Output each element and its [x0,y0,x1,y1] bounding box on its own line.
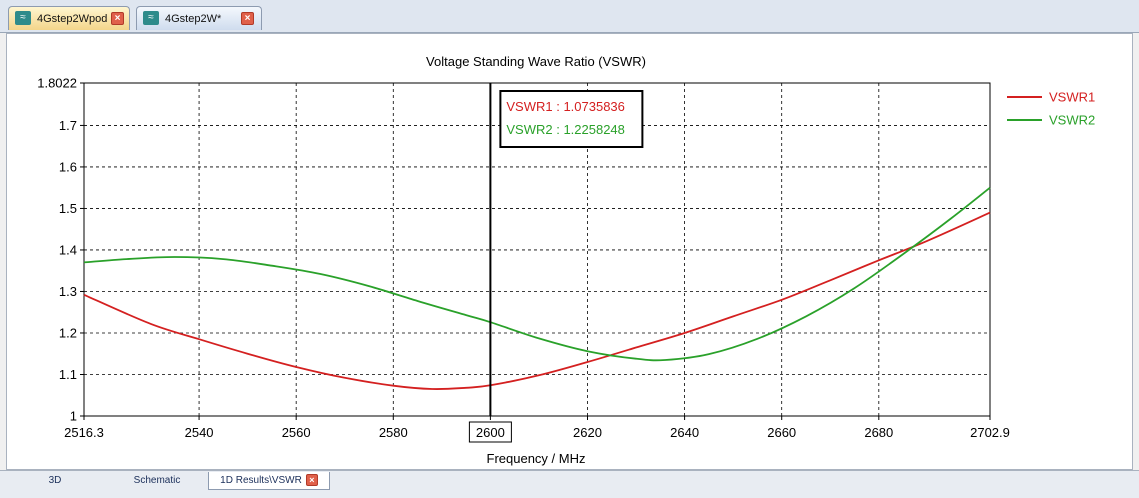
y-tick-label: 1.3 [59,284,77,299]
x-tick-label: 2680 [864,425,893,440]
waveguide-icon: ≈ [143,11,159,25]
y-tick-label: 1.1 [59,367,77,382]
x-tick-label: 2560 [282,425,311,440]
close-icon[interactable]: × [241,12,254,25]
x-tick-label: 2620 [573,425,602,440]
marker-x-label: 2600 [476,425,505,440]
marker-readout-value: VSWR2 : 1.2258248 [506,122,625,137]
close-icon[interactable]: × [305,474,318,487]
tab-label: 4Gstep2W* [165,13,222,25]
close-icon[interactable]: × [111,12,124,25]
y-tick-label: 1 [70,409,77,424]
y-tick-label: 1.4 [59,242,77,257]
legend-label: VSWR1 [1049,90,1095,105]
tab-4gstep2w[interactable]: ≈ 4Gstep2W* × [136,6,262,30]
view-tab-bar: 3D Schematic 1D Results\VSWR × [0,470,1139,498]
x-tick-label: 2540 [185,425,214,440]
x-axis-label: Frequency / MHz [487,451,586,466]
y-tick-label: 1.8022 [37,76,77,91]
waveguide-icon: ≈ [15,11,31,25]
tab-label: 1D Results\VSWR [220,475,302,486]
y-tick-label: 1.6 [59,159,77,174]
y-tick-label: 1.2 [59,325,77,340]
tab-3d[interactable]: 3D [48,475,62,486]
tab-schematic[interactable]: Schematic [133,475,181,486]
chart-panel: Voltage Standing Wave Ratio (VSWR) 1 1.1 1… [6,33,1133,470]
x-tick-label: 2640 [670,425,699,440]
document-tab-bar: ≈ 4Gstep2Wpod × ≈ 4Gstep2W* × [0,0,1139,33]
tab-4gstep2wpod[interactable]: ≈ 4Gstep2Wpod × [8,6,130,30]
marker-x-box [468,421,512,443]
legend-label: VSWR2 [1049,113,1095,128]
chart-title: Voltage Standing Wave Ratio (VSWR) [426,54,646,69]
marker-readout-box [499,90,644,148]
y-tick-label: 1.5 [59,201,77,216]
series-line-vswr2 [83,186,991,362]
x-tick-label: 2702.9 [970,425,1010,440]
tab-1d-results[interactable]: 1D Results\VSWR × [208,472,330,490]
series-line-vswr1 [83,211,991,390]
x-tick-label: 2580 [379,425,408,440]
tab-label: 4Gstep2Wpod [37,13,108,25]
vswr-chart: Voltage Standing Wave Ratio (VSWR) 1 1.1 1… [37,54,1095,466]
x-tick-label: 2516.3 [64,425,104,440]
marker-readout-value: VSWR1 : 1.0735836 [506,99,625,114]
y-tick-label: 1.7 [59,118,77,133]
x-tick-label: 2660 [767,425,796,440]
